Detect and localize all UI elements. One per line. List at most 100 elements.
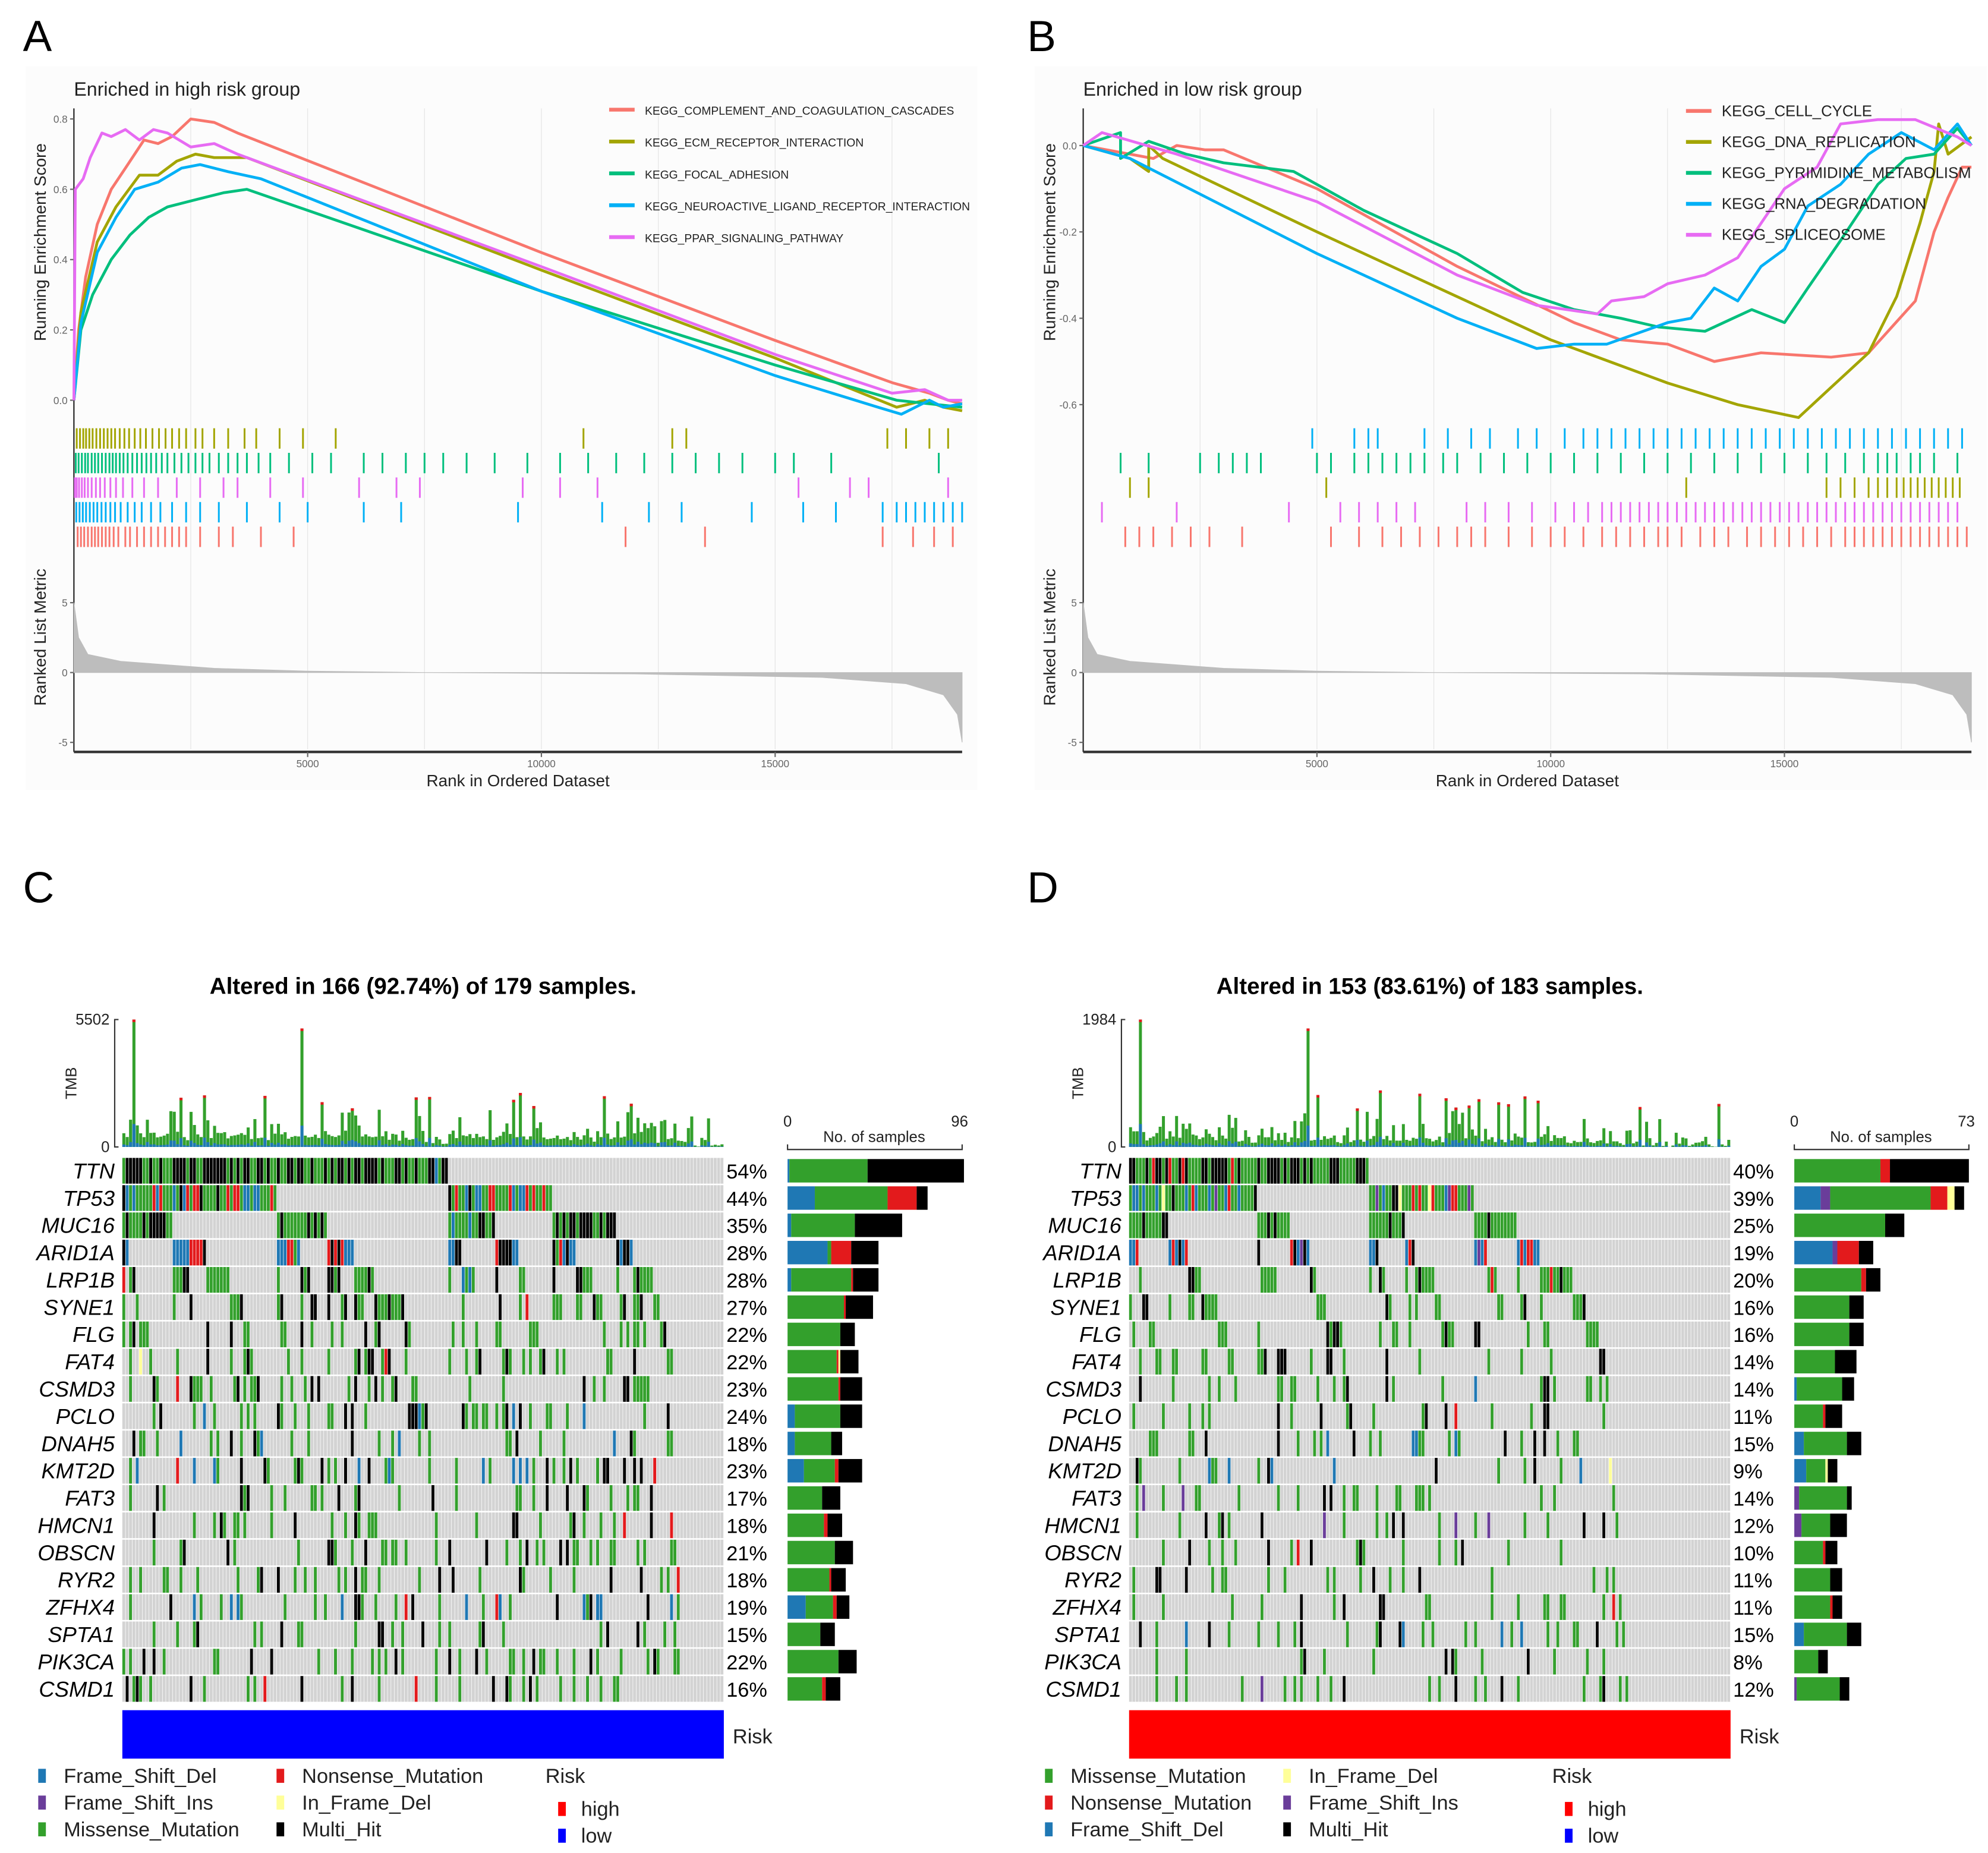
mutation-cell	[552, 1266, 556, 1293]
mutation-cell	[196, 1621, 200, 1647]
empty-cell	[361, 1240, 364, 1266]
empty-cell	[713, 1376, 717, 1402]
empty-cell	[445, 1676, 448, 1702]
mutation-cell	[310, 1158, 314, 1184]
empty-cell	[485, 1266, 489, 1293]
empty-cell	[206, 1294, 210, 1321]
empty-cell	[656, 1212, 660, 1239]
empty-cell	[219, 1621, 223, 1647]
mutation-cell	[186, 1185, 190, 1211]
empty-cell	[619, 1567, 623, 1593]
empty-cell	[257, 1512, 260, 1539]
empty-cell	[260, 1485, 263, 1511]
empty-cell	[556, 1266, 559, 1293]
tmb-bar-fsdel	[1218, 1143, 1221, 1147]
empty-cell	[455, 1348, 458, 1375]
sample-count-bar-segment	[787, 1595, 806, 1619]
empty-cell	[471, 1567, 475, 1593]
empty-cell	[156, 1266, 159, 1293]
empty-cell	[300, 1512, 304, 1539]
mutation-cell	[139, 1676, 143, 1702]
tmb-bar	[229, 1136, 233, 1147]
mutation-cell	[182, 1539, 186, 1566]
empty-cell	[223, 1485, 226, 1511]
empty-cell	[495, 1567, 499, 1593]
empty-cell	[616, 1294, 619, 1321]
tmb-bar-nonsense	[1418, 1093, 1422, 1096]
empty-cell	[703, 1240, 707, 1266]
empty-cell	[428, 1594, 431, 1620]
tmb-bar-fsdel	[216, 1144, 220, 1147]
tmb-bar	[1484, 1129, 1488, 1147]
empty-cell	[596, 1185, 599, 1211]
tmb-bar	[1343, 1135, 1346, 1147]
tmb-bar	[206, 1120, 210, 1147]
empty-cell	[552, 1430, 556, 1457]
mutation-cell	[364, 1348, 367, 1375]
empty-cell	[629, 1649, 633, 1675]
mutation-cell	[408, 1321, 411, 1348]
tmb-bar	[1250, 1142, 1254, 1147]
empty-cell	[532, 1676, 535, 1702]
empty-cell	[680, 1240, 683, 1266]
tmb-bar	[203, 1095, 206, 1147]
empty-cell	[586, 1376, 590, 1402]
tmb-bar	[290, 1137, 294, 1147]
empty-cell	[179, 1485, 182, 1511]
empty-cell	[176, 1294, 179, 1321]
empty-cell	[314, 1376, 317, 1402]
tmb-bar-fsdel	[1158, 1143, 1162, 1147]
empty-cell	[431, 1458, 434, 1484]
mutation-cell	[186, 1266, 190, 1293]
tmb-bar-fsdel	[1464, 1145, 1467, 1147]
empty-cell	[324, 1348, 327, 1375]
empty-cell	[481, 1266, 485, 1293]
tmb-bar	[152, 1132, 156, 1147]
empty-cell	[559, 1621, 562, 1647]
empty-cell	[411, 1512, 414, 1539]
mutation-cell	[398, 1485, 401, 1511]
sample-count-bar-segment	[787, 1268, 792, 1292]
empty-cell	[502, 1567, 505, 1593]
empty-cell	[263, 1266, 267, 1293]
empty-cell	[542, 1294, 546, 1321]
mutation-cell	[193, 1403, 196, 1429]
empty-cell	[546, 1649, 549, 1675]
empty-cell	[206, 1594, 210, 1620]
mutation-cell	[139, 1348, 143, 1375]
empty-cell	[317, 1621, 320, 1647]
empty-cell	[294, 1376, 297, 1402]
sample-count-bar-segment	[805, 1595, 833, 1619]
tmb-bar-nonsense	[629, 1104, 633, 1107]
mutation-cell	[136, 1458, 139, 1484]
empty-cell	[525, 1403, 529, 1429]
empty-cell	[219, 1321, 223, 1348]
empty-cell	[347, 1458, 351, 1484]
empty-cell	[434, 1567, 438, 1593]
empty-cell	[512, 1621, 515, 1647]
mutation-cell	[391, 1458, 395, 1484]
empty-cell	[132, 1403, 136, 1429]
empty-cell	[619, 1512, 623, 1539]
empty-cell	[381, 1266, 385, 1293]
tmb-bar	[132, 1019, 136, 1147]
empty-cell	[307, 1594, 310, 1620]
empty-cell	[485, 1321, 489, 1348]
empty-cell	[431, 1348, 434, 1375]
empty-cell	[206, 1539, 210, 1566]
empty-cell	[566, 1567, 569, 1593]
tmb-bar-nonsense	[1139, 1019, 1142, 1022]
empty-cell	[371, 1321, 374, 1348]
empty-cell	[663, 1458, 667, 1484]
empty-cell	[391, 1403, 395, 1429]
empty-cell	[559, 1485, 562, 1511]
tmb-bar-fsdel	[371, 1145, 374, 1147]
tmb-bar	[1691, 1144, 1694, 1147]
empty-cell	[455, 1649, 458, 1675]
empty-cell	[223, 1539, 226, 1566]
empty-cell	[431, 1539, 434, 1566]
empty-cell	[260, 1594, 263, 1620]
empty-cell	[139, 1240, 143, 1266]
empty-cell	[609, 1185, 613, 1211]
empty-cell	[250, 1430, 253, 1457]
